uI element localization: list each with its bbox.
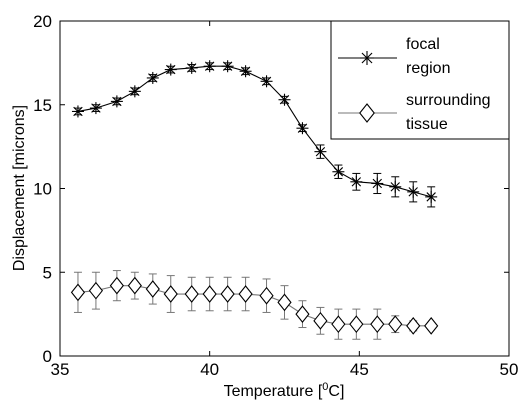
data-point [277,293,292,312]
legend-label-focal-line2: region [406,60,450,77]
data-point [370,315,385,334]
legend-sample-surrounding-tissue [338,103,397,123]
data-point [89,102,102,115]
data-point [185,61,198,74]
data-point [164,63,177,76]
data-point [425,190,438,203]
y-tick-label: 5 [43,263,52,282]
data-point [238,285,253,303]
legend-box [330,20,510,140]
data-point [146,71,159,84]
data-point [424,316,439,335]
data-point [407,185,420,198]
legend: focal region surrounding tissue [330,20,510,140]
data-point [331,315,346,334]
legend-label-surrounding-line1: surrounding [406,92,491,109]
series-1 [70,270,439,340]
data-point [70,283,86,302]
data-point [221,60,234,73]
data-point [313,311,328,330]
data-point [314,145,327,158]
data-point [88,281,104,300]
y-tick-label: 20 [33,12,52,31]
x-axis-label-end: C] [328,383,344,400]
data-point [406,316,421,335]
x-tick-label: 35 [51,360,70,379]
y-tick-label: 15 [33,96,52,115]
data-point [388,315,403,334]
x-axis-label-sup: 0 [322,381,328,393]
x-axis-label-main: Temperature [ [224,383,323,400]
data-point [110,95,123,108]
data-point [145,280,160,298]
x-ticks: 35 40 45 50 [51,21,519,379]
x-tick-label: 40 [200,360,219,379]
data-point [389,180,402,193]
legend-label-surrounding-line2: tissue [406,116,448,133]
data-point [371,177,384,190]
data-point [220,285,235,303]
data-point [278,93,291,106]
series-0 [71,60,438,208]
x-axis-label: Temperature [0C] [224,381,345,400]
data-point [109,276,124,295]
data-point [127,276,142,295]
data-point [350,175,363,188]
data-point [349,315,364,334]
data-point [202,285,217,303]
data-point [259,286,274,305]
series-layer [70,60,439,340]
data-point [71,105,84,118]
legend-sample-focal-region [338,51,397,65]
data-point [296,122,309,135]
legend-marker [359,103,375,123]
data-point [239,65,252,78]
data-point [203,60,216,73]
x-tick-label: 45 [350,360,369,379]
data-point [184,285,199,303]
y-tick-label: 10 [33,180,52,199]
data-point [128,85,141,98]
legend-label-focal-line1: focal [406,36,440,53]
y-ticks: 0 5 10 15 20 [33,12,509,366]
data-point [163,285,178,303]
data-point [260,75,273,88]
data-point [332,165,345,178]
y-axis-label: Displacement [microns] [11,105,28,271]
y-tick-label: 0 [43,347,52,366]
data-point [295,305,310,324]
legend-marker [360,51,374,65]
x-tick-label: 50 [500,360,519,379]
